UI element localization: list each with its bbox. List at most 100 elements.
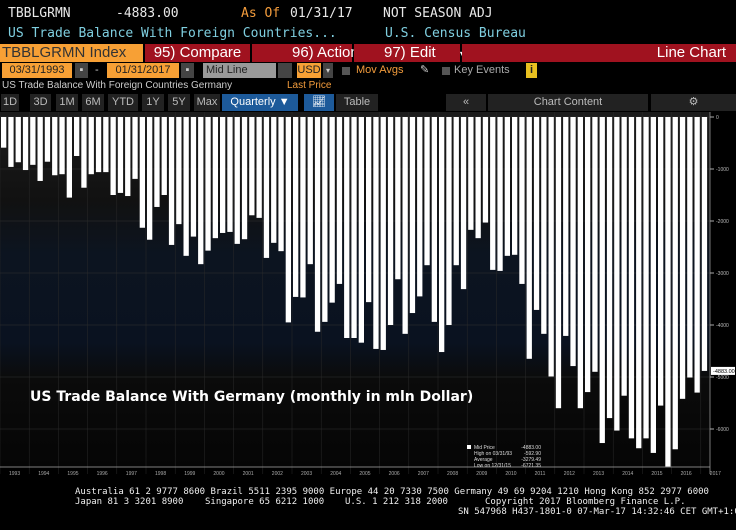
y-tick-label: -5000 xyxy=(716,375,729,381)
bar xyxy=(81,117,87,188)
as-of-date: 01/31/17 xyxy=(290,6,353,21)
data-source: U.S. Census Bureau xyxy=(385,26,526,41)
bar xyxy=(358,117,364,343)
bar xyxy=(643,117,649,439)
bar xyxy=(614,117,620,431)
bar xyxy=(504,117,510,256)
currency-select[interactable]: USD xyxy=(297,63,321,78)
x-tick-label: 2017 xyxy=(710,471,721,477)
x-tick-label: 2006 xyxy=(389,471,400,477)
y-tick-label: -3000 xyxy=(716,271,729,277)
range-button-max[interactable]: Max xyxy=(194,94,220,111)
chart-type-selector[interactable]: Line Chart xyxy=(462,44,736,62)
bar xyxy=(380,117,386,350)
currency-dropdown-icon[interactable]: ▾ xyxy=(323,63,333,78)
bar xyxy=(117,117,124,193)
bar xyxy=(176,117,182,225)
table-button[interactable]: Table xyxy=(336,94,378,111)
collapse-button[interactable]: « xyxy=(446,94,486,111)
bar xyxy=(606,117,613,419)
y-tick-label: -4000 xyxy=(716,323,729,329)
adjustment-label: NOT SEASON ADJ xyxy=(383,6,493,21)
settings-icon[interactable]: ⚙ xyxy=(651,94,736,111)
x-tick-label: 2014 xyxy=(622,471,633,477)
range-button-1d[interactable]: 1D xyxy=(1,94,19,111)
compare-button[interactable]: 95) Compare xyxy=(145,44,250,62)
bar xyxy=(15,117,21,163)
bar xyxy=(679,117,686,399)
x-tick-label: 2008 xyxy=(447,471,458,477)
bar xyxy=(234,117,240,244)
pencil-icon[interactable]: ✎ xyxy=(420,64,430,76)
x-tick-label: 2015 xyxy=(651,471,662,477)
bar xyxy=(110,117,116,195)
x-tick-label: 1999 xyxy=(184,471,195,477)
edit-button[interactable]: 97) Edit ▾ xyxy=(354,44,465,62)
x-tick-label: 2011 xyxy=(535,471,546,477)
mov-avgs-checkbox[interactable] xyxy=(342,67,350,75)
bar xyxy=(8,117,14,167)
bar xyxy=(439,117,445,353)
bar xyxy=(592,117,598,372)
bar xyxy=(599,117,605,444)
bar xyxy=(103,117,109,173)
line-chart-icon[interactable]: 📈︎ xyxy=(304,94,334,111)
ticker: TBBLGRMN xyxy=(8,6,71,21)
start-date-input[interactable]: 03/31/1993 xyxy=(2,63,72,78)
key-events-label: Key Events xyxy=(454,64,510,76)
bar xyxy=(278,117,284,252)
last-price-label: Last Price xyxy=(287,80,332,91)
legend-label: High on 03/31/93 xyxy=(474,451,512,457)
bar xyxy=(533,117,540,310)
x-tick-label: 2007 xyxy=(418,471,429,477)
bar xyxy=(468,117,474,230)
bar xyxy=(665,117,671,467)
edit-label: 97) Edit xyxy=(384,44,436,61)
end-date-input[interactable]: 01/31/2017 xyxy=(107,63,179,78)
calendar-icon[interactable]: ▪ xyxy=(181,63,194,78)
line-type-select[interactable]: Mid Line xyxy=(203,63,276,78)
legend-value: -3279.49 xyxy=(521,457,541,463)
range-button-5y[interactable]: 5Y xyxy=(168,94,190,111)
bar xyxy=(314,117,321,332)
bar xyxy=(256,117,262,218)
x-tick-label: 2000 xyxy=(213,471,224,477)
bar xyxy=(285,117,291,323)
range-button-1y[interactable]: 1Y xyxy=(142,94,164,111)
y-tick-label: -1000 xyxy=(716,167,729,173)
bar xyxy=(636,117,642,449)
range-button-ytd[interactable]: YTD xyxy=(108,94,138,111)
bar xyxy=(344,117,350,338)
x-tick-label: 2002 xyxy=(272,471,283,477)
legend-value: -4883.00 xyxy=(521,445,541,451)
bar xyxy=(628,117,635,439)
last-price-tag-label: -4883.00 xyxy=(713,369,735,375)
x-tick-label: 2016 xyxy=(681,471,692,477)
key-events-checkbox[interactable] xyxy=(442,67,450,75)
security-field[interactable]: TBBLGRMN Index xyxy=(0,44,143,62)
footer-phones-1: Australia 61 2 9777 8600 Brazil 5511 239… xyxy=(75,487,709,497)
copyright: Copyright 2017 Bloomberg Finance L.P. xyxy=(485,497,686,507)
info-icon[interactable]: i xyxy=(526,63,537,78)
date-separator: - xyxy=(95,64,99,76)
calendar-icon[interactable]: ▪ xyxy=(75,63,88,78)
bar xyxy=(271,117,277,243)
x-tick-label: 2004 xyxy=(330,471,341,477)
range-button-3d[interactable]: 3D xyxy=(30,94,51,111)
line-type-dropdown[interactable] xyxy=(278,63,292,78)
x-tick-label: 2003 xyxy=(301,471,312,477)
chart-title: US Trade Balance With Germany (monthly i… xyxy=(30,389,473,405)
range-button-1m[interactable]: 1M xyxy=(56,94,78,111)
bar xyxy=(249,117,255,216)
range-button-6m[interactable]: 6M xyxy=(82,94,104,111)
x-tick-label: 1997 xyxy=(126,471,137,477)
bar xyxy=(241,117,248,240)
bar xyxy=(658,117,664,406)
period-select[interactable]: Quarterly ▼ xyxy=(222,94,298,111)
bar xyxy=(373,117,379,349)
legend-label: Mid Price xyxy=(474,445,495,451)
last-price-tag xyxy=(711,366,735,375)
bar xyxy=(263,117,270,258)
chart-content-button[interactable]: Chart Content xyxy=(488,94,648,111)
actions-button[interactable]: 96) Actions ▾ xyxy=(252,44,375,62)
